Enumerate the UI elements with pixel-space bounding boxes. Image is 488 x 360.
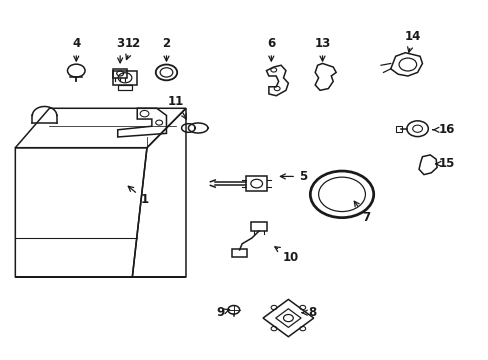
Bar: [395, 126, 401, 132]
Text: 8: 8: [302, 306, 316, 319]
Text: 14: 14: [404, 30, 420, 52]
Text: 5: 5: [280, 170, 306, 183]
Text: 16: 16: [432, 123, 454, 136]
Text: 4: 4: [72, 37, 80, 61]
Text: 6: 6: [266, 37, 275, 61]
Text: 9: 9: [216, 306, 229, 319]
Text: 2: 2: [162, 37, 170, 61]
Bar: [251, 222, 266, 231]
Bar: [232, 249, 246, 257]
Text: 11: 11: [168, 95, 186, 119]
Text: 7: 7: [353, 201, 370, 224]
Text: 15: 15: [435, 157, 454, 170]
Bar: [118, 85, 132, 90]
Bar: [113, 71, 137, 85]
Text: 13: 13: [314, 37, 330, 61]
Bar: [113, 69, 127, 78]
Text: 12: 12: [124, 37, 140, 59]
Text: 1: 1: [128, 186, 148, 206]
Text: 3: 3: [116, 37, 124, 63]
Text: 10: 10: [274, 247, 298, 264]
Bar: [245, 176, 267, 192]
